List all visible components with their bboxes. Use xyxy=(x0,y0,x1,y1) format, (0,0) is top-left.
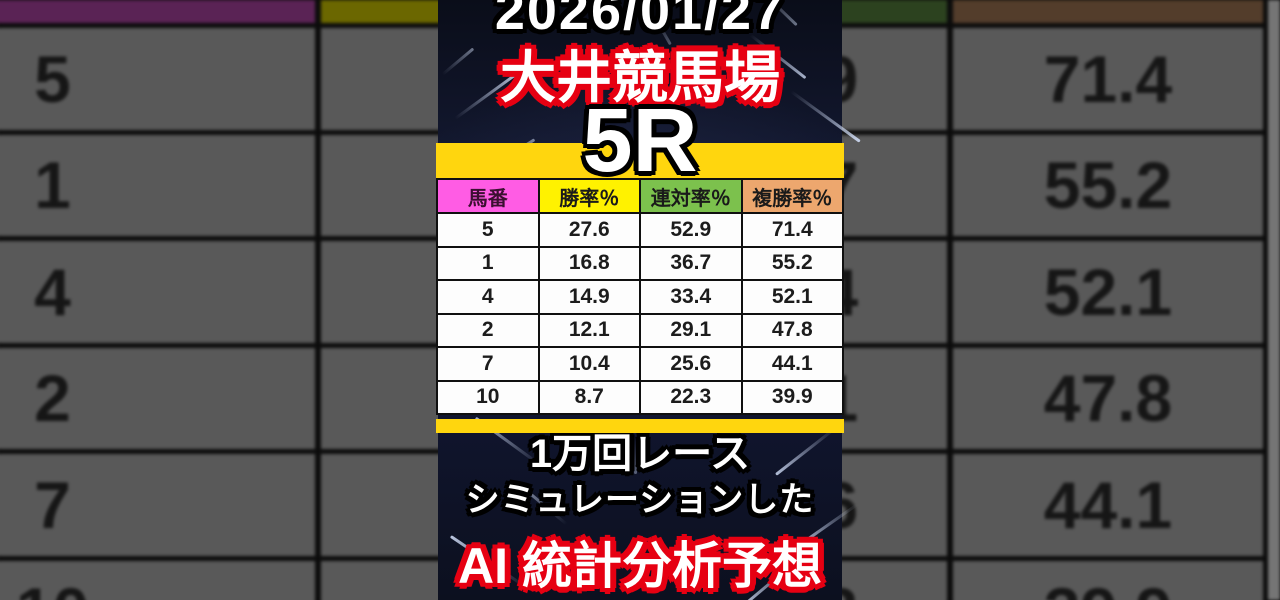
bg-cell: 55.2 xyxy=(953,134,1263,236)
stats-cell-show: 44.1 xyxy=(742,348,842,380)
stats-cell-show: 52.1 xyxy=(742,281,842,313)
footer-line-2: シミュレーションした xyxy=(465,481,815,519)
stats-header-horse: 馬番 xyxy=(438,180,538,212)
stats-table: 馬番 勝率％ 連対率％ 複勝率％ 5 27.6 52.9 71.4 1 16.8 36.7 55.2 4… xyxy=(436,178,844,415)
top-yellow-bar xyxy=(436,143,844,178)
footer-line-1: 1万回レース xyxy=(529,432,751,476)
stats-cell-show: 47.8 xyxy=(742,314,842,346)
venue-title: 大井競馬場 xyxy=(500,46,780,109)
stats-cell-quinella: 22.3 xyxy=(641,381,741,413)
stats-cell-show: 55.2 xyxy=(742,247,842,279)
stats-header-win: 勝率％ xyxy=(539,180,639,212)
stats-cell-horse: 1 xyxy=(438,247,538,279)
stats-cell-win: 16.8 xyxy=(539,247,639,279)
stats-cell-quinella: 52.9 xyxy=(641,214,741,246)
stats-cell-quinella: 29.1 xyxy=(641,314,741,346)
bg-table-edge xyxy=(1268,0,1280,600)
stats-cell-horse: 4 xyxy=(438,281,538,313)
stats-cell-horse: 5 xyxy=(438,214,538,246)
bg-cell: 1 xyxy=(0,134,315,236)
stats-cell-quinella: 25.6 xyxy=(641,348,741,380)
bg-cell: 4 xyxy=(0,241,315,343)
bg-header-segment xyxy=(953,0,1263,23)
stats-cell-win: 14.9 xyxy=(539,281,639,313)
bg-cell: 52.1 xyxy=(953,241,1263,343)
bg-cell: 5 xyxy=(0,28,315,130)
bg-header-segment xyxy=(0,0,315,23)
bg-cell: 47.8 xyxy=(953,347,1263,449)
stats-cell-win: 10.4 xyxy=(539,348,639,380)
bg-cell: 10 xyxy=(0,560,315,600)
stats-cell-show: 39.9 xyxy=(742,381,842,413)
bg-cell: 39.9 xyxy=(953,560,1263,600)
race-number: 5R xyxy=(582,91,698,191)
stats-cell-win: 12.1 xyxy=(539,314,639,346)
bg-cell: 44.1 xyxy=(953,454,1263,556)
stats-cell-win: 8.7 xyxy=(539,381,639,413)
center-panel: 2026/01/27 大井競馬場 5R 馬番 勝率％ 連対率％ 複勝率％ 5 27.6 52… xyxy=(436,0,861,600)
stats-cell-horse: 10 xyxy=(438,381,538,413)
stats-cell-quinella: 33.4 xyxy=(641,281,741,313)
stats-cell-horse: 2 xyxy=(438,314,538,346)
stats-header-quinella: 連対率％ xyxy=(641,180,741,212)
bottom-yellow-bar xyxy=(436,419,844,433)
bg-cell: 2 xyxy=(0,347,315,449)
stats-cell-horse: 7 xyxy=(438,348,538,380)
bg-cell: 7 xyxy=(0,454,315,556)
stats-cell-quinella: 36.7 xyxy=(641,247,741,279)
stats-header-show: 複勝率％ xyxy=(742,180,842,212)
stats-cell-win: 27.6 xyxy=(539,214,639,246)
stats-cell-show: 71.4 xyxy=(742,214,842,246)
footer-line-3: AI 統計分析予想 xyxy=(458,538,822,594)
bg-cell: 71.4 xyxy=(953,28,1263,130)
date-title: 2026/01/27 xyxy=(494,0,786,41)
